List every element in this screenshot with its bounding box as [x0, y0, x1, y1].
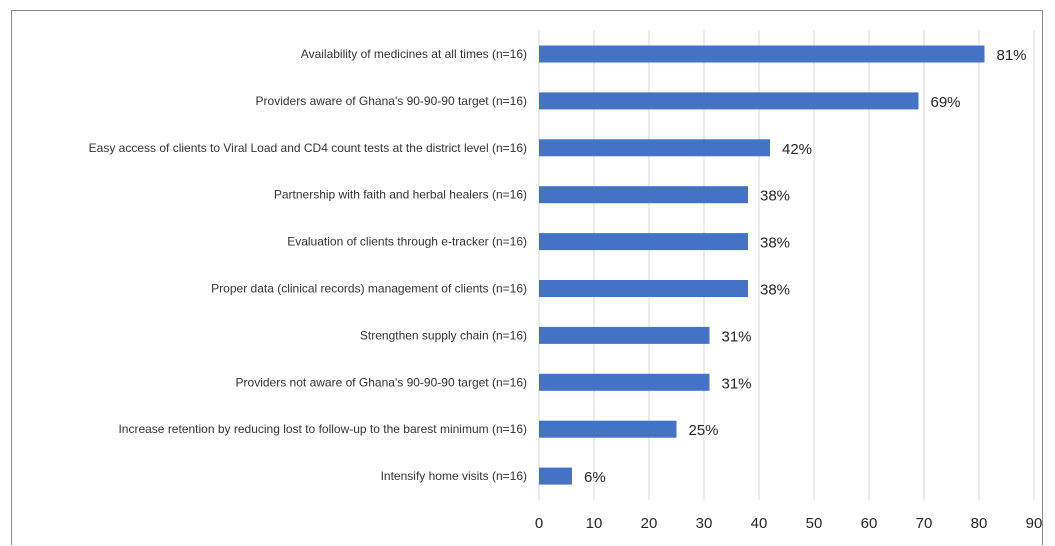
x-tick-label: 80: [971, 515, 988, 532]
category-label: Increase retention by reducing lost to f…: [118, 422, 527, 436]
bar: [539, 92, 919, 110]
category-label: Evaluation of clients through e-tracker …: [287, 235, 527, 249]
category-label: Partnership with faith and herbal healer…: [274, 188, 527, 202]
data-label: 31%: [722, 328, 752, 345]
data-label: 6%: [584, 469, 606, 486]
bar: [539, 233, 748, 251]
x-tick-label: 20: [641, 515, 658, 532]
bar: [539, 420, 677, 438]
bar: [539, 45, 985, 63]
data-label: 42%: [782, 141, 812, 158]
data-label: 38%: [760, 235, 790, 252]
category-label: Providers not aware of Ghana's 90-90-90 …: [236, 375, 527, 389]
x-tick-label: 90: [1026, 515, 1043, 532]
x-tick-label: 60: [861, 515, 878, 532]
data-label: 25%: [689, 422, 719, 439]
category-label: Strengthen supply chain (n=16): [360, 328, 527, 342]
data-labels: 81% 69% 42% 38% 38% 38% 31% 31% 25% 6%: [584, 47, 1027, 486]
bar: [539, 326, 710, 344]
bar: [539, 467, 572, 485]
bars: [539, 45, 985, 485]
data-label: 69%: [931, 94, 961, 111]
category-labels: Availability of medicines at all times (…: [89, 47, 527, 483]
category-label: Providers aware of Ghana's 90-90-90 targ…: [256, 94, 527, 108]
x-axis-ticks: 0 10 20 30 40 50 60 70 80 90: [535, 515, 1043, 532]
data-label: 31%: [722, 375, 752, 392]
x-tick-label: 10: [586, 515, 603, 532]
x-tick-label: 0: [535, 515, 543, 532]
x-tick-label: 70: [916, 515, 933, 532]
category-label: Proper data (clinical records) managemen…: [211, 282, 527, 296]
data-label: 81%: [997, 47, 1027, 64]
bar: [539, 373, 710, 391]
category-label: Intensify home visits (n=16): [381, 469, 527, 483]
category-label: Availability of medicines at all times (…: [301, 47, 527, 61]
x-tick-label: 40: [751, 515, 768, 532]
data-label: 38%: [760, 188, 790, 205]
data-label: 38%: [760, 282, 790, 299]
category-label: Easy access of clients to Viral Load and…: [89, 141, 527, 155]
bar: [539, 186, 748, 204]
x-tick-label: 30: [696, 515, 713, 532]
bar: [539, 139, 770, 157]
bar: [539, 280, 748, 297]
x-tick-label: 50: [806, 515, 823, 532]
